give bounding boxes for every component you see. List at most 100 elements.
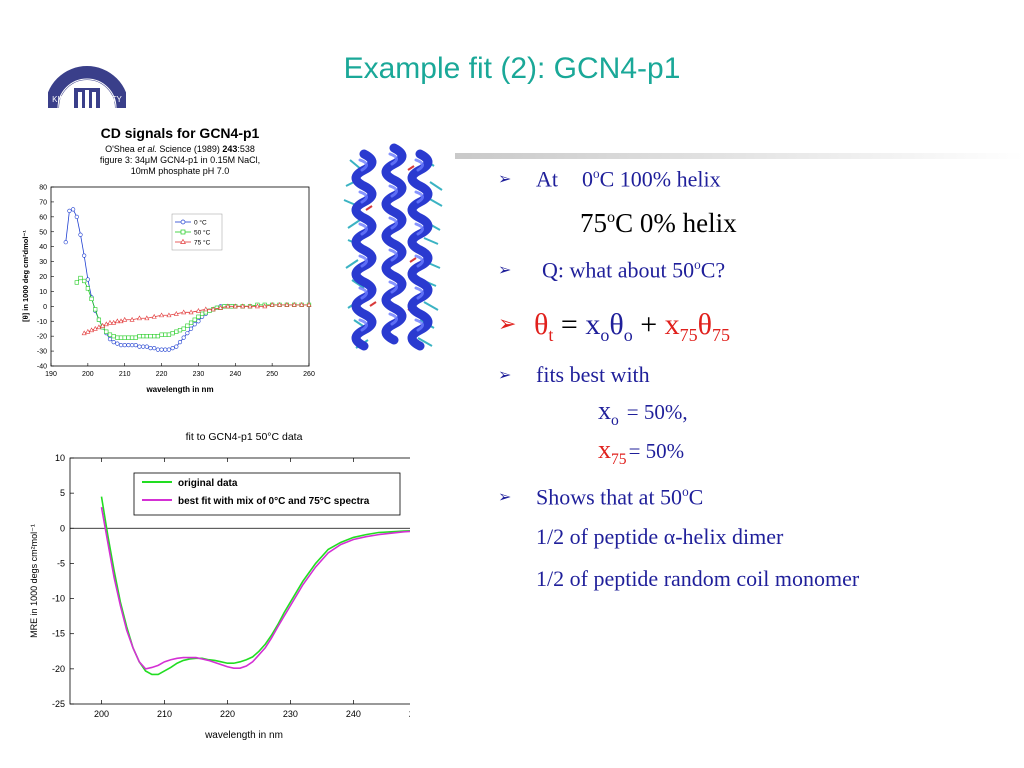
line-xo-value: xo = 50%, — [598, 396, 688, 430]
chart1-point-75c — [218, 304, 224, 310]
chart1-x-tick-label: 260 — [303, 371, 315, 378]
chart1-point-50c — [118, 335, 124, 340]
chart1-point-50c — [152, 334, 157, 339]
chart1-point-50c — [122, 335, 127, 340]
chart1-y-tick-label: 20 — [39, 274, 47, 281]
chart2-y-tick-label: -15 — [52, 629, 65, 639]
chart1-point-75c — [92, 325, 98, 331]
chart1-point-75c — [81, 330, 87, 336]
chart1-point-75c — [277, 301, 283, 307]
chart1-y-tick-label: 60 — [39, 214, 47, 221]
chart1-point-75c — [166, 312, 172, 318]
chart2-y-tick-label: 5 — [60, 488, 65, 498]
chart1-point-0c — [137, 344, 142, 349]
chart2-legend-original: original data — [178, 478, 238, 489]
chart1-point-50c — [192, 317, 197, 322]
chart1-point-75c — [151, 313, 157, 319]
chart1-x-tick-label: 190 — [45, 371, 57, 378]
chart1-point-75c — [181, 309, 187, 315]
chart2-y-tick-label: -25 — [52, 699, 65, 709]
chart2-y-tick-label: -10 — [52, 594, 65, 604]
chart1-point-0c — [181, 335, 186, 340]
chart1-point-0c — [67, 208, 72, 213]
chart1-point-0c — [159, 347, 164, 352]
chart1-point-0c — [63, 240, 68, 245]
chart1-point-50c — [159, 332, 164, 337]
chart1-y-tick-label: -20 — [37, 334, 47, 341]
fit-chart: fit to GCN4-p1 50°C data 200 210 220 230 240… — [29, 431, 410, 741]
chart1-point-50c — [89, 296, 94, 301]
protein-helix-image — [343, 143, 443, 351]
chart1-point-75c — [254, 303, 260, 309]
chart1-point-75c — [262, 303, 268, 309]
chart1-point-0c — [185, 331, 190, 336]
chart1-x-tick-label: 220 — [156, 371, 168, 378]
chart1-point-75c — [122, 316, 128, 322]
chart1-point-75c — [240, 303, 246, 309]
chart1-point-0c — [188, 326, 194, 331]
chart1-point-75c — [195, 307, 201, 313]
chart2-title: fit to GCN4-p1 50°C data — [186, 431, 303, 443]
chart1-y-tick-label: 80 — [39, 185, 47, 192]
chart1-point-75c — [225, 303, 231, 309]
cd-signals-chart: CD signals for GCN4-p1 O'Shea et al. Sci… — [21, 125, 315, 394]
arrow-bullet-icon: ➢ — [498, 312, 517, 337]
chart1-point-50c — [107, 332, 113, 337]
arrow-bullet-icon: ➢ — [498, 169, 512, 188]
chart2-series-line-1 — [100, 507, 410, 670]
chart1-point-0c — [177, 340, 183, 345]
chart1-point-75c — [129, 316, 135, 322]
chart1-point-75c — [107, 319, 113, 325]
chart1-point-50c — [85, 286, 90, 291]
chart1-point-50c — [104, 329, 109, 334]
chart1-point-75c — [100, 322, 106, 328]
chart1-legend-50c: 50 °C — [194, 229, 211, 237]
chart1-y-tick-label: -40 — [37, 364, 47, 371]
chart1-point-75c — [232, 303, 238, 309]
chart1-point-50c — [200, 311, 205, 316]
chart1-point-50c — [133, 335, 138, 340]
chart1-point-75c — [188, 309, 194, 315]
chart1-y-tick-label: 10 — [39, 289, 47, 296]
chart1-point-0c — [126, 343, 131, 348]
chart1-point-0c — [115, 341, 120, 346]
chart1-x-label: wavelength in nm — [145, 385, 213, 394]
chart1-y-tick-label: 50 — [39, 229, 47, 236]
chart1-point-50c — [129, 335, 135, 340]
chart1-legend: 0 °C 50 °C 75 °C — [171, 213, 223, 251]
chart1-point-75c — [173, 310, 179, 316]
chart1-point-75c — [144, 315, 150, 321]
chart1-point-0c — [141, 344, 146, 349]
chart1-point-75c — [247, 303, 253, 309]
chart1-point-75c — [299, 301, 305, 307]
chart1-point-75c — [111, 319, 117, 325]
chart2-x-tick-label: 210 — [157, 709, 172, 719]
chart1-point-50c — [141, 334, 146, 339]
line-helix-dimer: 1/2 of peptide α-helix dimer — [536, 524, 784, 549]
chart1-y-tick-label: 0 — [43, 304, 47, 311]
arrow-bullet-icon: ➢ — [498, 365, 512, 384]
chart2-legend-fit: best fit with mix of 0°C and 75°C spectr… — [178, 496, 370, 507]
line-x75-value: x75= 50% — [598, 435, 685, 469]
chart1-x-tick-label: 210 — [119, 371, 131, 378]
chart1-point-50c — [196, 314, 201, 319]
chart1-point-50c — [78, 275, 83, 281]
chart1-subtitle-2: figure 3: 34μM GCN4-p1 in 0.15M NaCl, — [100, 155, 260, 165]
chart1-point-75c — [159, 312, 165, 318]
chart1-point-75c — [96, 324, 102, 330]
chart1-x-tick-label: 230 — [193, 371, 205, 378]
chart1-point-0c — [111, 340, 116, 345]
chart1-point-0c — [107, 337, 113, 342]
chart1-point-50c — [93, 307, 98, 312]
chart1-point-75c — [291, 301, 297, 307]
chart1-point-50c — [74, 280, 79, 285]
chart1-y-tick-label: -10 — [37, 319, 47, 326]
arrow-bullet-icon: ➢ — [498, 260, 512, 279]
chart1-point-50c — [177, 328, 183, 333]
chart1-point-75c — [136, 315, 142, 321]
chart1-point-0c — [118, 343, 124, 348]
chart1-point-75c — [85, 328, 91, 334]
chart1-point-0c — [152, 346, 157, 351]
chart1-point-75c — [203, 306, 209, 312]
chart1-point-75c — [103, 321, 109, 327]
